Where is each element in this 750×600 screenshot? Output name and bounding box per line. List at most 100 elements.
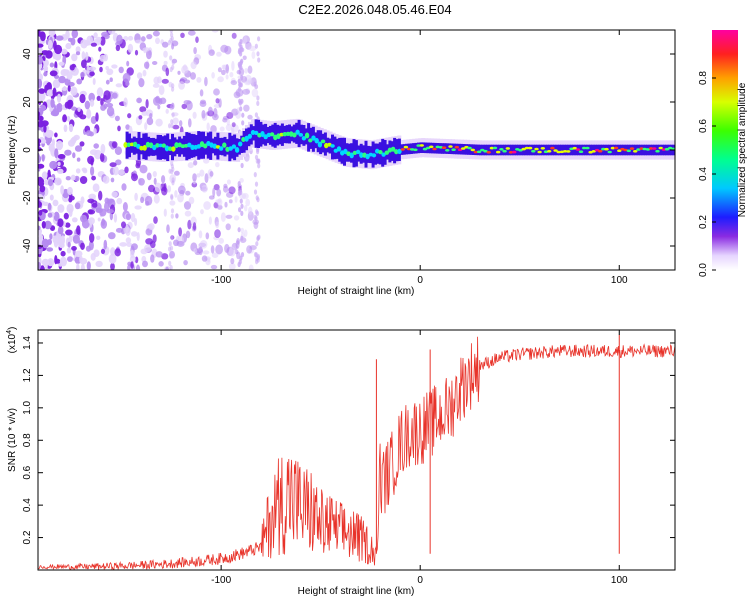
spectrogram-noise-blob: [63, 212, 69, 220]
spectrogram-noise-blob: [187, 30, 196, 36]
spectrogram-core-cell: [461, 147, 466, 150]
spectrogram-noise-blob: [129, 255, 136, 263]
spectrogram-noise-blob: [114, 248, 121, 257]
spectrogram-noise-blob: [55, 140, 64, 151]
spectrogram-noise-blob: [74, 202, 81, 210]
spectrogram-core-cell: [454, 145, 459, 149]
spectrogram-noise-blob: [201, 185, 208, 193]
spectrogram-core-cell: [314, 137, 319, 144]
spectrogram-noise-blob: [67, 139, 75, 147]
spectrogram-noise-blob: [179, 120, 183, 127]
spectrogram-band-cell: [536, 144, 540, 156]
spectrogram-noise-blob: [54, 177, 62, 186]
spectrogram-core-cell: [591, 150, 596, 153]
spectrogram-noise-blob: [71, 53, 78, 62]
spectrogram-noise-blob: [193, 248, 198, 253]
spectrogram-core-cell: [648, 147, 654, 150]
colorbar-gradient: [712, 30, 738, 270]
spectrogram-noise-blob: [68, 197, 73, 203]
spectrogram-core-cell: [168, 146, 173, 151]
spectrogram-streak-blob: [239, 189, 243, 196]
spectrogram-streak-blob: [169, 55, 173, 61]
spectrogram-noise-blob: [46, 247, 54, 252]
spectrogram-noise-blob: [166, 224, 170, 234]
spectrogram-band-cell: [548, 144, 552, 156]
spectrogram-noise-blob: [89, 99, 95, 107]
spectrogram-noise-blob: [175, 213, 179, 219]
spectrogram-band-cell: [550, 144, 554, 156]
spectrogram-core-cell: [234, 147, 240, 153]
spectrogram-noise-blob: [79, 114, 87, 120]
spectrogram-noise-blob: [88, 66, 97, 71]
spectrogram-noise-blob: [161, 78, 169, 84]
spectrogram-noise-blob: [152, 30, 160, 37]
spectrogram-noise-blob: [195, 36, 199, 43]
spectrogram-core-cell: [652, 147, 657, 150]
spectrogram-noise-blob: [118, 169, 125, 176]
spectrogram-noise-blob: [199, 101, 207, 107]
spectrogram-band-cell: [529, 144, 533, 156]
spectrogram-noise-blob: [225, 214, 233, 219]
spectrogram-noise-blob: [174, 170, 180, 176]
spectrogram-noise-blob: [85, 130, 93, 137]
spectrogram-noise-blob: [50, 110, 59, 117]
spectrogram-noise-blob: [204, 173, 209, 184]
spectrogram-band-cell: [467, 144, 471, 155]
spectrogram-noise-blob: [218, 237, 224, 244]
spectrogram-noise-blob: [101, 31, 109, 37]
spectrogram-noise-blob: [68, 235, 73, 243]
snr-x-axis-label: Height of straight line (km): [298, 586, 415, 597]
spectrogram-core: [123, 129, 675, 160]
spectrogram-band-cell: [524, 144, 528, 156]
spectrogram-noise: [38, 30, 261, 270]
spectrogram-noise-blob: [67, 256, 73, 262]
spectrogram-core-cell: [448, 145, 453, 148]
spectrogram-noise-blob: [136, 97, 143, 104]
spectrogram-streak-blob: [257, 159, 261, 165]
spectrogram-streak-blob: [253, 81, 257, 87]
spectrogram-core-cell: [531, 149, 536, 153]
spectrogram-streak-blob: [237, 227, 241, 233]
spectrogram-noise-blob: [190, 61, 197, 70]
spectrogram-band-cell: [419, 142, 423, 153]
spectrogram-noise-blob: [82, 168, 88, 174]
spectrogram-streak-blob: [240, 162, 244, 169]
spectrogram-noise-blob: [228, 246, 236, 257]
spectrogram-noise-blob: [41, 238, 50, 249]
snr-plot: -100 0 100 0.2 0.4 0.6 0.8 1.0 1.2 1.4 Height of …: [6, 327, 676, 597]
spectrogram-noise-blob: [206, 122, 210, 131]
spectrogram-noise-blob: [38, 95, 43, 103]
spectrogram-noise-blob: [45, 129, 53, 138]
spectrogram-noise-blob: [110, 262, 115, 270]
spectrogram-noise-blob: [208, 195, 215, 200]
spectrogram-band-cell: [302, 125, 306, 146]
spectrogram-core-cell: [582, 146, 587, 150]
spectrogram-noise-blob: [97, 217, 101, 222]
spectrogram-noise-blob: [121, 183, 127, 191]
spectrogram-noise-blob: [135, 158, 142, 167]
spectrogram-noise-blob: [172, 117, 179, 125]
spectrogram-noise-blob: [192, 173, 197, 182]
spectrogram-core-cell: [578, 150, 584, 153]
spectrogram-noise-blob: [38, 177, 45, 188]
spectrogram-band-cell: [565, 144, 569, 156]
spectrogram-noise-blob: [216, 51, 222, 57]
spectrogram-streak-blob: [170, 160, 174, 166]
spectrogram-noise-blob: [136, 72, 143, 79]
spectrogram-noise-blob: [135, 264, 141, 270]
spectrogram-noise-blob: [76, 263, 80, 270]
spectrogram-noise-blob: [103, 239, 108, 250]
spectrogram-band-cell: [658, 144, 662, 156]
spectrogram-noise-blob: [208, 49, 215, 56]
spectrogram-noise-blob: [155, 95, 161, 104]
spectrogram-noise-blob: [138, 178, 145, 186]
spectrogram-noise-blob: [199, 240, 208, 249]
spectrogram-band-cell: [567, 144, 571, 156]
spectrogram-noise-blob: [152, 171, 157, 178]
spectrogram-noise-blob: [106, 209, 114, 214]
spectrogram-noise-blob: [162, 41, 169, 48]
spectrogram-core-cell: [400, 148, 405, 151]
spectrogram-noise-blob: [199, 89, 204, 97]
spectrogram-core-cell: [301, 136, 307, 141]
spectrogram-noise-blob: [86, 261, 91, 270]
